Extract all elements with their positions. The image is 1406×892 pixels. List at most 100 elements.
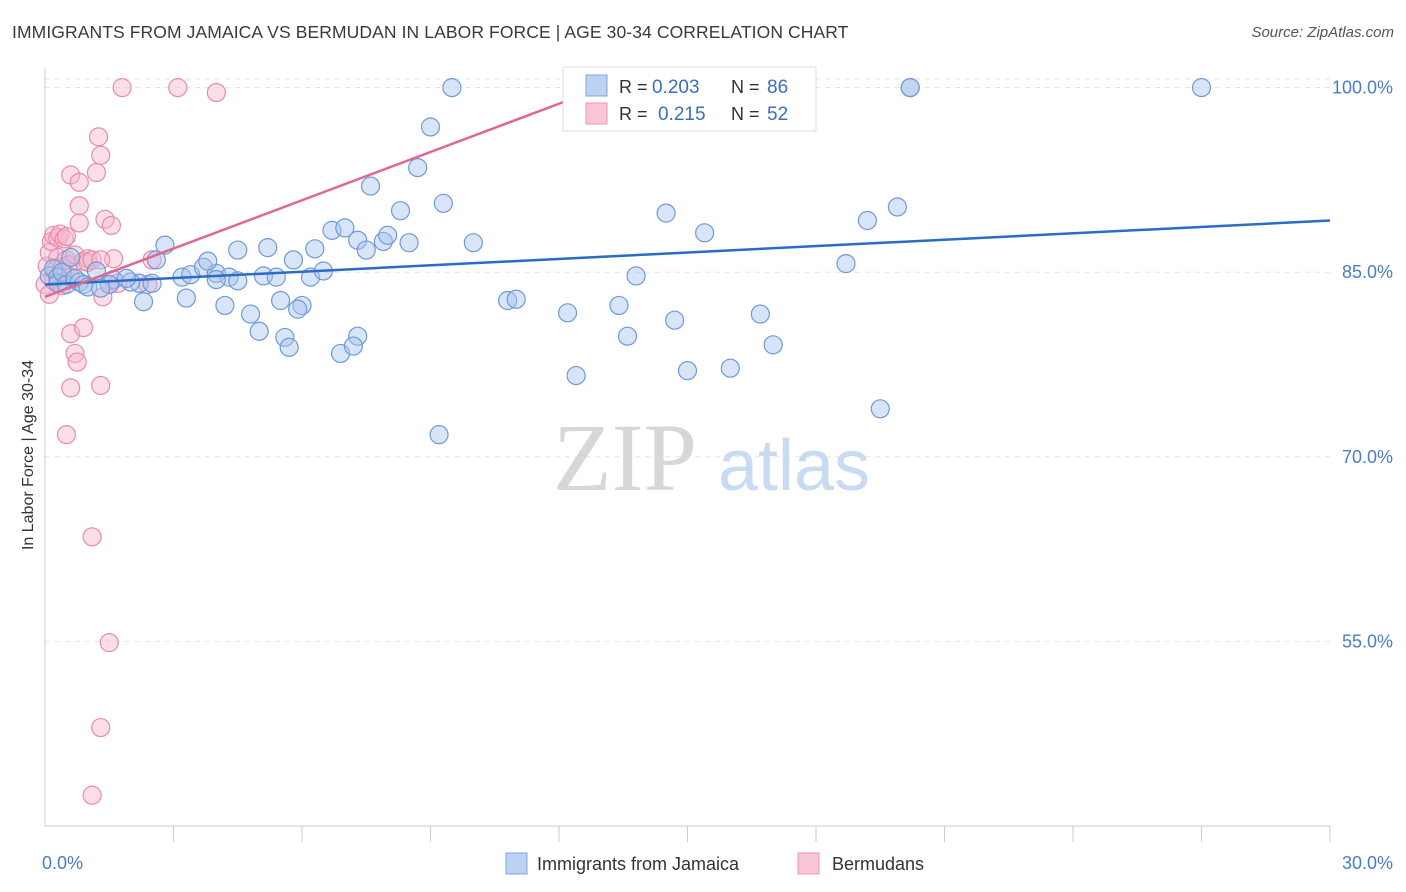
jamaica-point-83 — [142, 273, 162, 293]
bermudans-point-43 — [56, 425, 77, 445]
jamaica-point-35 — [279, 337, 299, 357]
jamaica-point-74 — [1191, 78, 1212, 98]
bermudans-point-52 — [206, 82, 226, 103]
legend-r-value-1: 0.203 — [652, 77, 700, 98]
chart-title: IMMIGRANTS FROM JAMAICA VS BERMUDAN IN L… — [12, 22, 849, 42]
watermark: ZIP atlas — [553, 404, 870, 511]
y-tick-labels: 55.0% 70.0% 85.0% 100.0% — [1332, 78, 1393, 652]
jamaica-point-65 — [720, 358, 740, 378]
jamaica-point-28 — [215, 295, 235, 316]
series-jamaica-points — [39, 78, 1212, 445]
jamaica-point-76 — [206, 269, 226, 290]
jamaica-point-75 — [429, 425, 449, 445]
legend-n-value-2: 52 — [767, 104, 788, 125]
bermudans-point-47 — [82, 785, 102, 805]
jamaica-point-55 — [506, 289, 526, 309]
bermudans-point-40 — [67, 352, 87, 372]
trend-line-jamaica — [44, 219, 1331, 286]
legend-n-value-1: 86 — [767, 77, 788, 98]
jamaica-point-69 — [857, 210, 878, 231]
bermudans-point-20 — [69, 213, 89, 233]
gridlines — [45, 78, 1330, 642]
legend-r-label-2: R = — [619, 104, 648, 124]
correlation-legend: R = 0.203 N = 86 R = 0.215 N = 52 — [562, 66, 817, 132]
bottom-legend-label-bermudans: Bermudans — [832, 854, 924, 874]
watermark-atlas: atlas — [718, 426, 870, 506]
axes — [44, 68, 1331, 842]
source-credit: Source: ZipAtlas.com — [1251, 24, 1394, 41]
jamaica-point-26 — [133, 292, 154, 312]
bermudans-point-51 — [168, 78, 188, 98]
jamaica-point-39 — [343, 336, 363, 356]
jamaica-point-27 — [176, 288, 196, 308]
bermudans-point-28 — [88, 127, 109, 147]
y-tick-label-0: 55.0% — [1342, 631, 1393, 651]
trend-line-bermudans — [44, 86, 603, 298]
jamaica-point-37 — [348, 326, 368, 346]
jamaica-point-42 — [335, 218, 355, 238]
jamaica-point-44 — [356, 240, 376, 260]
jamaica-point-78 — [228, 240, 248, 260]
bermudans-point-21 — [69, 196, 89, 216]
y-tick-label-3: 100.0% — [1332, 78, 1393, 98]
jamaica-point-59 — [617, 326, 638, 346]
jamaica-point-46 — [378, 225, 398, 245]
legend-r-label-1: R = — [619, 77, 648, 97]
jamaica-point-77 — [198, 251, 218, 271]
jamaica-point-50 — [433, 193, 453, 213]
jamaica-point-29 — [241, 304, 261, 324]
jamaica-point-34 — [275, 327, 295, 348]
jamaica-point-85 — [288, 299, 308, 319]
bermudans-point-15 — [56, 226, 77, 247]
bottom-legend-swatch-jamaica — [505, 852, 528, 875]
jamaica-point-84 — [91, 278, 111, 298]
x-tick-label-1: 30.0% — [1342, 853, 1393, 873]
jamaica-point-57 — [566, 365, 586, 386]
jamaica-point-73 — [900, 78, 920, 98]
jamaica-point-48 — [399, 233, 419, 253]
watermark-zip: ZIP — [553, 404, 697, 511]
jamaica-point-51 — [420, 117, 441, 137]
jamaica-point-70 — [870, 399, 890, 419]
jamaica-point-81 — [360, 176, 381, 196]
bermudans-point-13 — [54, 229, 74, 249]
legend-n-label-2: N = — [731, 104, 760, 124]
bermudans-point-22 — [69, 172, 89, 192]
jamaica-point-40 — [305, 239, 325, 259]
jamaica-point-61 — [656, 203, 676, 223]
jamaica-point-30 — [270, 290, 291, 311]
jamaica-point-33 — [249, 321, 269, 341]
bermudans-point-29 — [91, 145, 111, 165]
legend-swatch-jamaica — [585, 74, 608, 97]
jamaica-point-66 — [750, 304, 770, 324]
jamaica-point-64 — [695, 223, 715, 243]
jamaica-point-56 — [557, 303, 578, 323]
jamaica-point-63 — [677, 361, 698, 381]
jamaica-point-58 — [609, 295, 629, 316]
jamaica-point-67 — [763, 335, 783, 355]
bermudans-point-36 — [91, 250, 111, 270]
bermudans-point-45 — [99, 633, 119, 653]
jamaica-point-80 — [283, 250, 304, 270]
bottom-legend-label-jamaica: Immigrants from Jamaica — [537, 854, 740, 874]
jamaica-point-49 — [408, 158, 428, 178]
bermudans-point-42 — [91, 375, 111, 396]
trend-lines — [44, 86, 1331, 298]
jamaica-point-79 — [258, 237, 278, 258]
jamaica-point-47 — [390, 201, 411, 221]
bermudans-point-33 — [101, 215, 121, 236]
jamaica-point-68 — [836, 253, 856, 274]
jamaica-point-60 — [626, 266, 646, 286]
bermudans-point-38 — [73, 317, 94, 338]
jamaica-point-52 — [463, 233, 483, 253]
bermudans-point-46 — [91, 717, 111, 738]
series-bermudans-points — [35, 78, 226, 805]
jamaica-point-25 — [116, 268, 136, 288]
y-tick-label-1: 70.0% — [1342, 447, 1393, 467]
bottom-legend-swatch-bermudans — [797, 852, 820, 875]
bermudans-point-41 — [61, 378, 81, 398]
series-legend: Immigrants from Jamaica Bermudans — [505, 852, 924, 875]
jamaica-point-62 — [665, 310, 685, 330]
x-tick-label-0: 0.0% — [42, 853, 83, 873]
jamaica-point-53 — [442, 78, 462, 98]
